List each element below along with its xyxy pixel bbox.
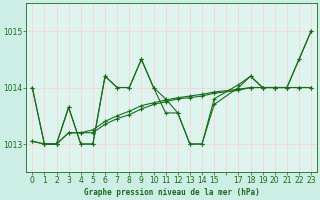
X-axis label: Graphe pression niveau de la mer (hPa): Graphe pression niveau de la mer (hPa)	[84, 188, 260, 197]
